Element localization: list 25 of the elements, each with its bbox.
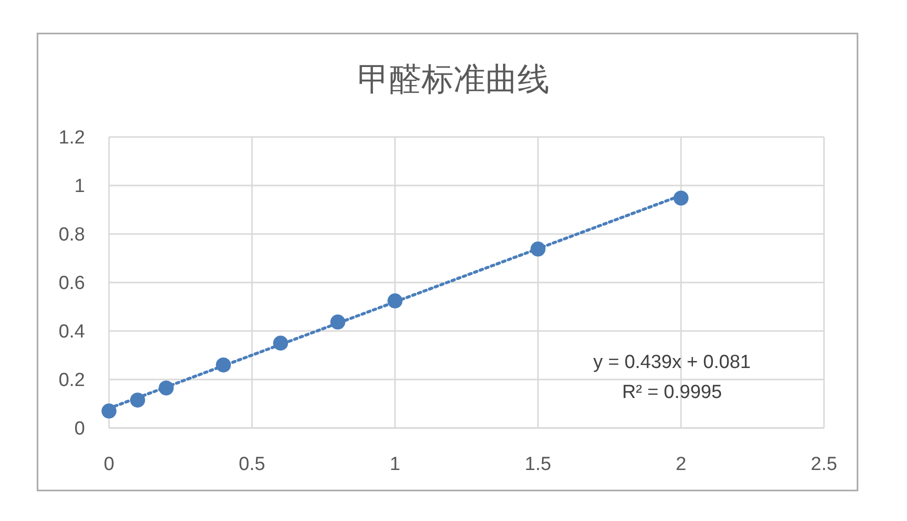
y-tick-label: 0.2 (58, 370, 85, 392)
annotation: y = 0.439x + 0.081 (593, 352, 751, 373)
y-tick-label: 1.2 (58, 128, 85, 149)
y-tick-label: 1 (74, 176, 85, 198)
point (330, 314, 346, 330)
x-tick-label: 2 (676, 454, 686, 475)
x-tick-label: 2.5 (810, 454, 838, 475)
chart-title: 甲醛标准曲线 (358, 61, 550, 97)
annotation: R² = 0.9995 (622, 382, 722, 403)
point (388, 293, 402, 308)
x-tick-label: 1 (390, 454, 400, 475)
y-tick-label: 0.8 (58, 224, 85, 246)
point (216, 357, 231, 372)
x-tick-label: 0.5 (238, 454, 266, 475)
point (158, 380, 174, 396)
point (530, 242, 546, 257)
y-tick-label: 0.4 (58, 322, 86, 343)
point (674, 190, 688, 206)
y-tick-label: 0 (74, 418, 85, 440)
y-tick-label: 0.6 (58, 273, 85, 294)
point (102, 404, 116, 419)
point (130, 392, 146, 408)
point (273, 336, 288, 351)
x-tick-label: 0 (104, 454, 114, 475)
x-tick-label: 1.5 (524, 454, 552, 475)
